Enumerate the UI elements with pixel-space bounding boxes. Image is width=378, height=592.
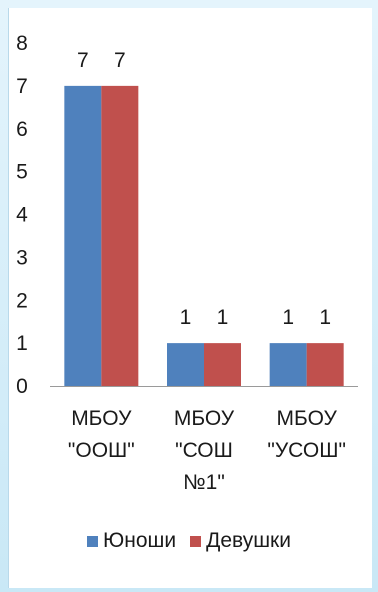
category-label-line: МБОУ: [71, 407, 132, 430]
legend-swatch-boys: [87, 535, 99, 547]
data-label: 1: [180, 306, 192, 329]
legend-item-boys: Юноши: [87, 529, 176, 553]
bar: [306, 343, 344, 386]
y-tick-label: 2: [16, 289, 28, 312]
bar: [269, 343, 307, 386]
category-label-line: №1": [183, 471, 225, 494]
category-label-line: "ООШ": [68, 439, 135, 462]
legend-swatch-girls: [190, 535, 202, 547]
y-tick-label: 3: [16, 246, 28, 269]
category-label-line: "УСОШ": [267, 439, 346, 462]
category-label-line: "СОШ: [175, 439, 233, 462]
data-label: 7: [77, 49, 89, 72]
y-tick-label: 6: [16, 118, 28, 141]
category-label: МБОУ "СОШ №1": [174, 407, 235, 494]
data-label: 1: [217, 306, 229, 329]
legend: Юноши Девушки: [0, 529, 378, 553]
category-label-line: МБОУ: [174, 407, 235, 430]
category-label: МБОУ "ООШ": [68, 407, 135, 462]
y-tick-label: 8: [16, 32, 28, 55]
data-label: 7: [114, 49, 126, 72]
y-tick-label: 1: [16, 332, 28, 355]
category-label: МБОУ "УСОШ": [267, 407, 346, 462]
y-tick-label: 0: [16, 375, 28, 398]
bar: [167, 343, 204, 386]
bar: [101, 85, 139, 386]
data-label: 1: [282, 306, 294, 329]
bar-chart: 0 1 2 3 4 5 6 7 8 7 7 МБОУ "ООШ" 1 1 МБОУ "СОШ №1" 1 1 МБОУ "…: [16, 32, 358, 494]
category-label-line: МБОУ: [277, 407, 338, 430]
legend-label-boys: Юноши: [103, 529, 177, 552]
legend-label-girls: Девушки: [206, 529, 291, 552]
y-tick-label: 5: [16, 161, 28, 184]
bar: [64, 85, 102, 386]
data-label: 1: [319, 306, 331, 329]
y-tick-label: 7: [16, 75, 28, 98]
bar: [204, 343, 241, 386]
legend-item-girls: Девушки: [190, 529, 291, 553]
y-tick-label: 4: [16, 204, 28, 227]
